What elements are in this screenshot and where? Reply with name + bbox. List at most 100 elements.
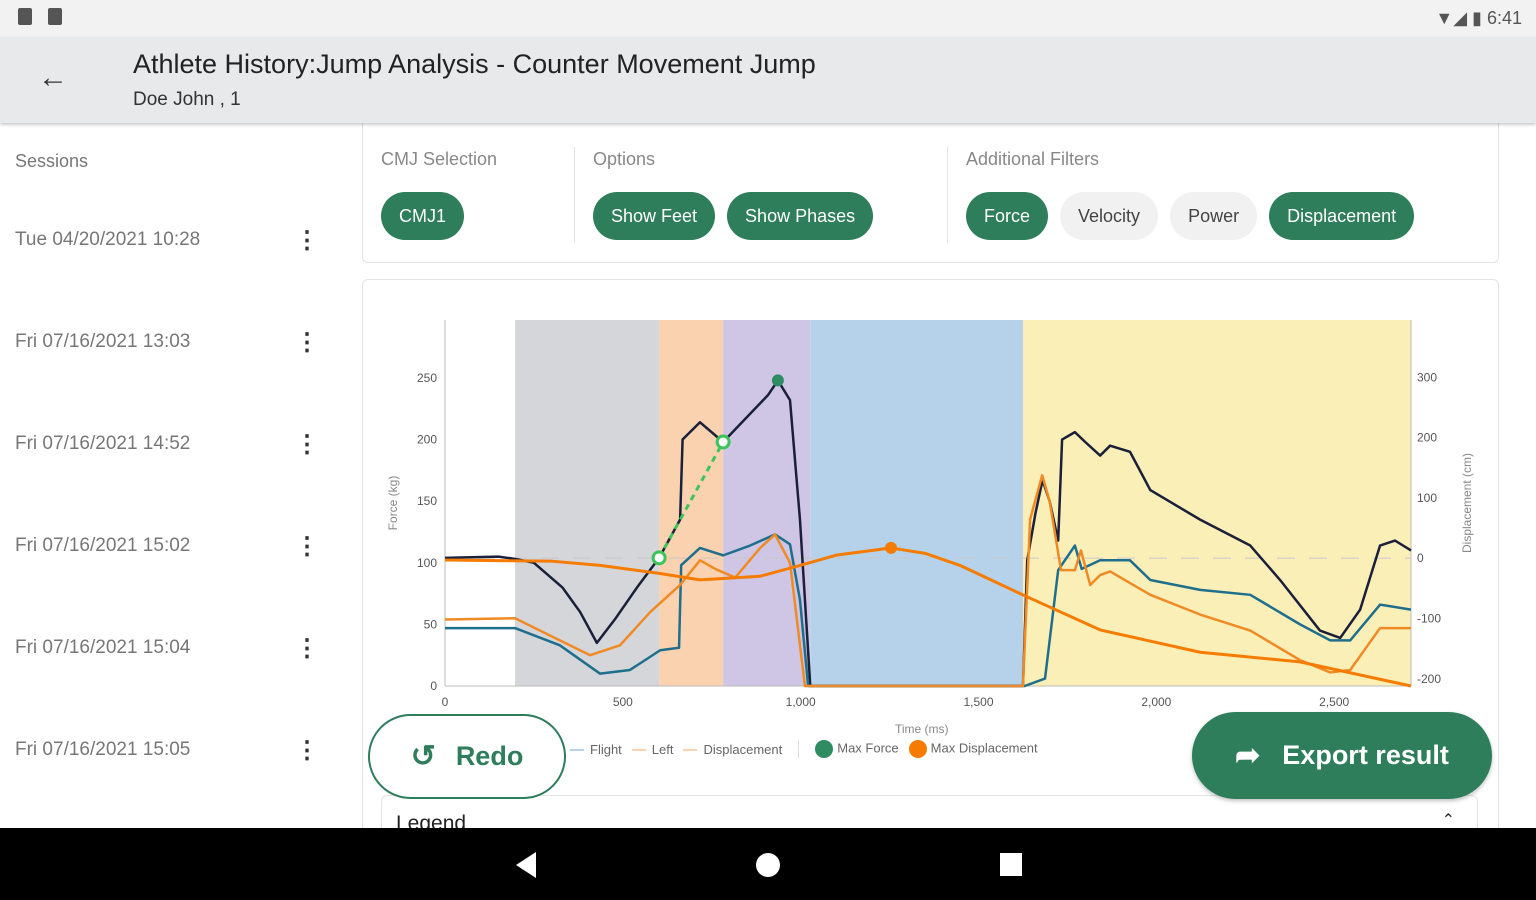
chart-legend: Flight Left Displacement Max Force Max Displ… xyxy=(570,740,1038,758)
rfd-segment xyxy=(657,441,725,559)
more-vert-icon[interactable]: ⋮ xyxy=(295,634,319,662)
export-label: Export result xyxy=(1282,740,1449,770)
legend-label: Displacement xyxy=(703,741,783,757)
phase-band xyxy=(723,320,811,686)
y2-tick-label: 300 xyxy=(1417,370,1437,384)
graph-filters-card: CMJ Selection CMJ1 Options Show Feet Show… xyxy=(362,110,1499,263)
legend-dot xyxy=(908,740,927,758)
y2-tick-label: 200 xyxy=(1417,431,1437,445)
x-tick-label: 2,000 xyxy=(1141,695,1171,709)
more-vert-icon[interactable]: ⋮ xyxy=(295,430,319,458)
y2-tick-label: 0 xyxy=(1417,551,1424,565)
more-vert-icon[interactable]: ⋮ xyxy=(295,736,319,764)
y-axis-label: Force (kg) xyxy=(386,476,400,531)
session-date: Fri 07/16/2021 14:52 xyxy=(15,433,191,454)
marker-max-displacement xyxy=(885,541,898,554)
options-label: Options xyxy=(593,149,656,169)
x-tick-label: 2,500 xyxy=(1319,695,1349,709)
legend-dot xyxy=(815,740,834,758)
session-date: Fri 07/16/2021 15:04 xyxy=(15,637,191,658)
marker-max-force xyxy=(771,374,784,387)
session-item[interactable]: Fri 07/16/2021 13:03 ⋮ xyxy=(15,322,319,362)
status-bar: ▼◢ ▮ 6:41 xyxy=(0,0,1536,37)
y-tick-label: 250 xyxy=(417,371,437,385)
series-displacement xyxy=(444,546,1412,688)
session-date: Fri 07/16/2021 13:03 xyxy=(15,331,191,352)
y-tick-label: 150 xyxy=(417,494,437,508)
legend-item: Flight xyxy=(570,742,622,757)
additional-filters-group: Additional Filters Force Velocity Power Dis… xyxy=(966,149,1415,240)
nav-recents-icon[interactable] xyxy=(999,852,1023,878)
session-item[interactable]: Fri 07/16/2021 15:05 ⋮ xyxy=(15,730,319,770)
rfd-point xyxy=(651,550,667,566)
y2-tick-label: -200 xyxy=(1417,672,1441,686)
filter-chip-cmj1[interactable]: CMJ1 xyxy=(381,192,465,240)
rfd-point xyxy=(715,434,731,450)
series-left xyxy=(444,474,1411,688)
redo-button[interactable]: ↺ Redo xyxy=(368,714,566,799)
legend-item: Left xyxy=(631,741,674,757)
x-tick-label: 1,500 xyxy=(963,695,993,709)
redo-label: Redo xyxy=(455,741,524,771)
session-item[interactable]: Tue 04/20/2021 10:28 ⋮ xyxy=(15,220,319,260)
session-date: Fri 07/16/2021 15:02 xyxy=(15,535,191,556)
export-result-button[interactable]: ➦ Export result xyxy=(1192,712,1492,799)
app-bar: ← Athlete History:Jump Analysis - Counte… xyxy=(0,37,1536,123)
legend-divider xyxy=(798,740,800,758)
clock: 6:41 xyxy=(1486,8,1522,28)
more-vert-icon[interactable]: ⋮ xyxy=(295,226,319,254)
filter-chip-power[interactable]: Power xyxy=(1170,192,1258,240)
android-nav-bar xyxy=(0,828,1536,900)
cmj-selection-group: CMJ Selection CMJ1 xyxy=(381,149,497,240)
legend-label: Flight xyxy=(590,741,622,757)
session-item[interactable]: Fri 07/16/2021 14:52 ⋮ xyxy=(15,424,319,464)
sessions-sidebar: Sessions Tue 04/20/2021 10:28 ⋮ Fri 07/16/… xyxy=(0,123,340,828)
y2-tick-label: 100 xyxy=(1417,491,1437,505)
legend-item: Max Force xyxy=(815,740,899,758)
x-axis-label: Time (ms) xyxy=(895,722,949,736)
more-vert-icon[interactable]: ⋮ xyxy=(295,328,319,356)
filter-chip-show-feet[interactable]: Show Feet xyxy=(593,192,716,240)
additional-filters-label: Additional Filters xyxy=(966,149,1100,169)
session-date: Tue 04/20/2021 10:28 xyxy=(15,229,201,250)
legend-swatch xyxy=(683,749,698,752)
legend-label: Max Force xyxy=(837,740,899,756)
session-date: Fri 07/16/2021 15:05 xyxy=(15,739,191,760)
filter-chip-force[interactable]: Force xyxy=(966,192,1049,240)
nav-home-icon[interactable] xyxy=(755,852,781,878)
y-tick-label: 100 xyxy=(417,556,437,570)
nav-back-icon[interactable] xyxy=(514,852,538,878)
chevron-up-icon[interactable]: ⌃ xyxy=(1441,812,1455,829)
storage-icon xyxy=(48,7,62,25)
phase-band xyxy=(515,320,660,686)
back-arrow-icon[interactable]: ← xyxy=(38,61,68,94)
filter-chip-displacement[interactable]: Displacement xyxy=(1269,192,1415,240)
sessions-heading: Sessions xyxy=(15,151,89,171)
session-item[interactable]: Fri 07/16/2021 15:02 ⋮ xyxy=(15,526,319,566)
y2-tick-label: -100 xyxy=(1417,611,1441,625)
filter-chip-show-phases[interactable]: Show Phases xyxy=(727,192,874,240)
legend-label: Max Displacement xyxy=(930,740,1038,756)
filter-chip-velocity[interactable]: Velocity xyxy=(1060,192,1159,240)
more-vert-icon[interactable]: ⋮ xyxy=(295,532,319,560)
status-right: ▼◢ ▮ 6:41 xyxy=(1435,8,1522,28)
page-title: Athlete History:Jump Analysis - Counter … xyxy=(133,49,816,79)
x-tick-label: 0 xyxy=(442,695,449,709)
sd-card-icon xyxy=(18,7,32,25)
legend-swatch xyxy=(631,749,646,752)
y-tick-label: 200 xyxy=(417,433,437,447)
y2-axis-label: Displacement (cm) xyxy=(1460,453,1474,553)
jump-chart: 0 500 1,000 1,500 2,000 2,500 0 50 100 150 200 250 -… xyxy=(386,320,1474,709)
legend-item: Max Displacement xyxy=(908,740,1038,758)
legend-swatch xyxy=(570,749,584,752)
options-group: Options Show Feet Show Phases xyxy=(593,149,874,240)
x-tick-label: 500 xyxy=(613,695,633,709)
legend-item: Displacement xyxy=(683,742,782,757)
legend-label: Left xyxy=(651,741,674,757)
divider xyxy=(574,147,575,243)
cmj-selection-label: CMJ Selection xyxy=(381,149,498,169)
divider xyxy=(947,147,948,243)
phase-band xyxy=(1022,320,1411,686)
phase-band xyxy=(659,320,724,686)
session-item[interactable]: Fri 07/16/2021 15:04 ⋮ xyxy=(15,628,319,668)
